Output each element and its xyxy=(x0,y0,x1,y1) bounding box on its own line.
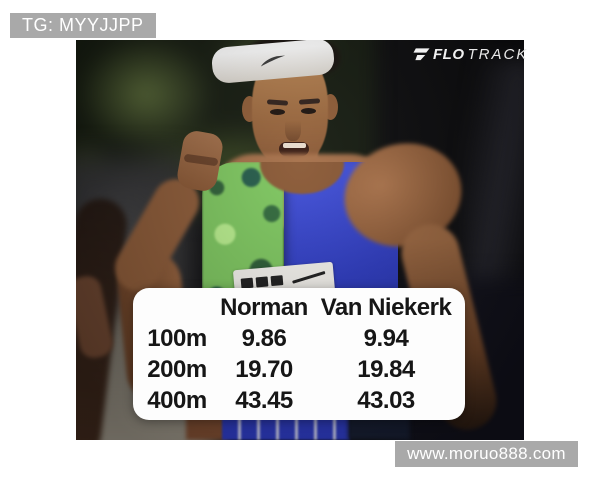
stats-card: Norman Van Niekerk 100m 9.86 9.94 200m 1… xyxy=(133,288,465,420)
watermark-url: www.moruo888.com xyxy=(395,441,578,467)
column-header-norman: Norman xyxy=(220,293,308,321)
norman-100m-time: 9.86 xyxy=(241,324,287,352)
athlete-left-eye xyxy=(270,109,285,115)
column-header-van-niekerk: Van Niekerk xyxy=(320,293,452,321)
flotrack-play-icon xyxy=(413,47,430,60)
flotrack-logo: FLO TRACK xyxy=(413,45,528,63)
athlete-right-eye xyxy=(301,108,316,114)
norman-200m-time: 19.70 xyxy=(235,355,293,383)
van-niekerk-400m-time: 43.03 xyxy=(357,386,415,414)
flotrack-logo-flo: FLO xyxy=(433,45,465,63)
event-label-400m: 400m xyxy=(147,386,207,414)
event-label-200m: 200m xyxy=(147,355,207,383)
event-label-100m: 100m xyxy=(147,324,207,352)
headband-swoosh-icon xyxy=(260,55,286,67)
athlete-nose xyxy=(285,114,301,141)
norman-400m-time: 43.45 xyxy=(235,386,293,414)
flotrack-logo-track: TRACK xyxy=(467,45,529,63)
athlete-teeth xyxy=(283,143,306,148)
van-niekerk-100m-time: 9.94 xyxy=(363,324,409,352)
athlete-headband xyxy=(210,40,336,85)
van-niekerk-200m-time: 19.84 xyxy=(357,355,415,383)
tg-badge: TG: MYYJJPP xyxy=(10,13,156,38)
